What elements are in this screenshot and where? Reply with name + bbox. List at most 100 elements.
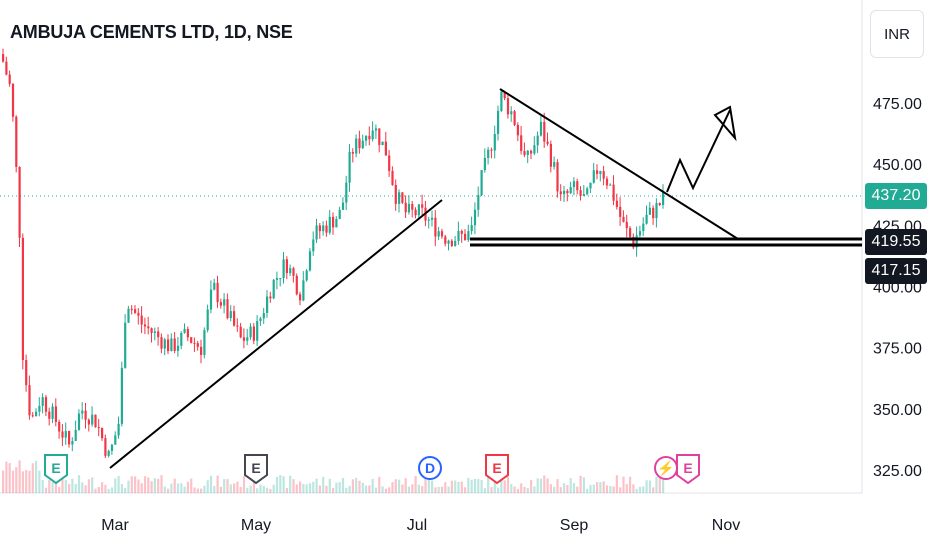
candle-body — [566, 190, 569, 194]
support-price-tag-upper: 419.55 — [865, 229, 927, 255]
candle-body — [58, 421, 61, 432]
candle-body — [365, 135, 368, 141]
candle-body — [599, 171, 602, 174]
candle-body — [374, 128, 378, 131]
event-marker[interactable]: E — [485, 454, 509, 485]
volume-bar — [625, 484, 628, 493]
falling-trendline[interactable] — [499, 88, 739, 240]
volume-bar — [592, 484, 595, 493]
candle-body — [143, 324, 147, 327]
currency-button[interactable]: INR — [870, 10, 924, 58]
candle-body — [233, 311, 236, 326]
price-tick-label: 475.00 — [873, 96, 922, 113]
time-tick-label: Nov — [712, 517, 740, 534]
candle-body — [130, 308, 133, 310]
candle-body — [477, 195, 480, 210]
event-label: E — [251, 460, 260, 476]
volume-bar — [285, 488, 288, 493]
event-marker[interactable]: D — [418, 456, 442, 480]
candle-body — [483, 158, 486, 171]
event-marker[interactable]: E — [676, 454, 700, 485]
candle-body — [437, 231, 440, 237]
volume-bar — [450, 480, 453, 493]
volume-bar — [8, 463, 11, 493]
volume-bar — [295, 484, 298, 493]
volume-bar — [71, 478, 74, 493]
candle-body — [414, 209, 417, 216]
candle-body — [404, 202, 407, 213]
event-label: E — [51, 460, 60, 476]
event-marker[interactable]: E — [44, 454, 68, 485]
candle-body — [523, 151, 526, 156]
candle-body — [473, 209, 477, 226]
candle-body — [609, 184, 612, 186]
candle-body — [431, 217, 434, 220]
volume-bar — [572, 483, 576, 493]
candle-body — [120, 367, 123, 424]
volume-bar — [622, 476, 625, 493]
candle-body — [576, 181, 579, 191]
candle-body — [612, 184, 615, 201]
volume-bar — [440, 486, 444, 493]
candle-body — [246, 337, 249, 341]
candle-body — [150, 328, 153, 333]
volume-bar — [107, 488, 110, 493]
candle-body — [38, 405, 41, 412]
candle-body — [269, 296, 272, 299]
projection-path[interactable] — [666, 109, 731, 193]
candle-body — [635, 235, 638, 248]
projection-arrowhead — [713, 105, 737, 142]
candle-body — [398, 192, 401, 204]
candle-body — [490, 149, 493, 151]
candle-body — [513, 111, 516, 125]
candle-body — [351, 151, 354, 154]
volume-bar — [97, 486, 100, 493]
volume-bar — [94, 488, 97, 493]
volume-bar — [325, 485, 328, 493]
volume-bar — [153, 478, 156, 493]
candle-body — [127, 308, 130, 323]
event-marker[interactable]: ⚡ — [654, 456, 678, 480]
volume-bar — [460, 481, 463, 493]
volume-bar — [101, 482, 104, 493]
candle-body — [77, 413, 81, 430]
volume-bar — [530, 480, 533, 493]
volume-bar — [365, 485, 368, 493]
candle-body — [262, 312, 265, 319]
candle-body — [299, 294, 302, 301]
event-marker[interactable]: E — [244, 454, 268, 485]
volume-bar — [120, 483, 123, 493]
candle-body — [173, 338, 176, 351]
volume-bar — [302, 484, 305, 493]
candle-body — [61, 431, 64, 438]
candle-body — [176, 345, 180, 351]
candle-body — [493, 133, 496, 151]
candle-body — [464, 233, 467, 241]
volume-bar — [543, 475, 546, 493]
volume-bar — [305, 484, 308, 493]
volume-bar — [437, 486, 440, 493]
candle-body — [11, 83, 15, 117]
price-tick-label: 350.00 — [873, 402, 922, 419]
candle-body — [193, 342, 196, 344]
volume-bar — [490, 487, 493, 493]
candle-body — [206, 309, 209, 331]
candle-body — [223, 299, 226, 306]
volume-bar — [74, 483, 77, 493]
candle-body — [582, 194, 585, 196]
time-tick-label: May — [241, 517, 271, 534]
candle-body — [417, 204, 420, 216]
candle-body — [15, 116, 18, 167]
candle-body — [450, 240, 453, 246]
volume-bar — [259, 484, 262, 493]
candle-body — [322, 225, 325, 232]
candle-body — [394, 184, 397, 204]
candle-body — [196, 343, 199, 347]
volume-bar — [510, 484, 513, 493]
volume-bar — [612, 486, 615, 493]
volume-bar — [150, 481, 153, 493]
volume-bar — [58, 487, 61, 493]
candle-body — [648, 207, 651, 215]
rising-trendline[interactable] — [109, 199, 443, 469]
